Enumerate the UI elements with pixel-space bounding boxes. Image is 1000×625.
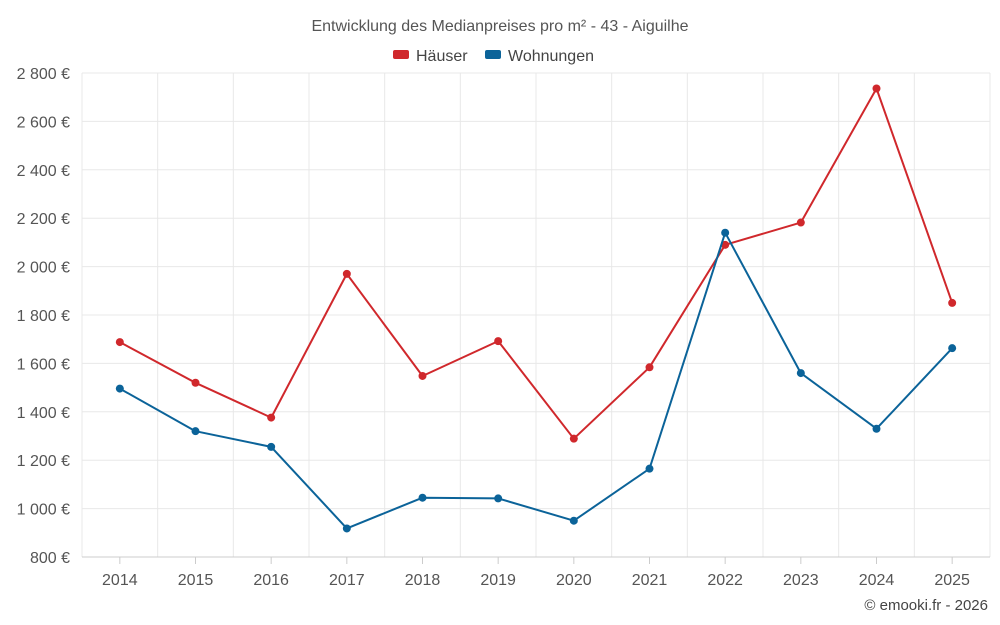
x-tick-label: 2020 bbox=[556, 572, 592, 589]
data-point-wohnungen bbox=[872, 424, 881, 433]
x-tick-label: 2024 bbox=[859, 572, 895, 589]
y-tick-label: 2 600 € bbox=[17, 114, 70, 131]
data-point-wohnungen bbox=[645, 464, 654, 473]
x-tick-label: 2021 bbox=[632, 572, 668, 589]
data-point-wohnungen bbox=[115, 384, 124, 393]
x-tick-label: 2016 bbox=[253, 572, 289, 589]
x-tick-label: 2015 bbox=[178, 572, 214, 589]
data-point-haeuser bbox=[418, 371, 427, 380]
x-tick-label: 2017 bbox=[329, 572, 365, 589]
legend-label-wohnungen: Wohnungen bbox=[508, 48, 594, 65]
data-point-haeuser bbox=[872, 84, 881, 93]
data-point-haeuser bbox=[721, 240, 730, 249]
y-tick-label: 2 000 € bbox=[17, 260, 70, 277]
data-point-haeuser bbox=[948, 298, 957, 307]
x-tick-label: 2025 bbox=[934, 572, 970, 589]
x-tick-label: 2022 bbox=[707, 572, 743, 589]
data-point-haeuser bbox=[494, 337, 503, 346]
data-point-wohnungen bbox=[796, 369, 805, 378]
data-point-haeuser bbox=[569, 434, 578, 443]
data-point-wohnungen bbox=[267, 442, 276, 451]
y-tick-label: 1 400 € bbox=[17, 405, 70, 422]
credit-text: © emooki.fr - 2026 bbox=[864, 597, 988, 614]
data-point-haeuser bbox=[191, 378, 200, 387]
data-point-wohnungen bbox=[948, 344, 957, 353]
x-tick-label: 2019 bbox=[480, 572, 516, 589]
legend-swatch-wohnungen bbox=[485, 50, 501, 59]
series-line-haeuser bbox=[119, 87, 954, 440]
x-axis: 2014 2015 2016 2017 2018 2019 2020 2021 2022 2023… bbox=[102, 557, 970, 589]
data-point-wohnungen bbox=[342, 524, 351, 533]
data-point-wohnungen bbox=[721, 228, 730, 237]
y-tick-label: 2 800 € bbox=[17, 66, 70, 83]
data-point-haeuser bbox=[115, 338, 124, 347]
series bbox=[115, 84, 957, 533]
y-tick-label: 1 800 € bbox=[17, 308, 70, 325]
legend-swatch-haeuser bbox=[393, 50, 409, 59]
y-tick-label: 2 400 € bbox=[17, 163, 70, 180]
data-point-haeuser bbox=[267, 413, 276, 422]
legend-label-haeuser: Häuser bbox=[416, 48, 468, 65]
legend: Häuser Wohnungen bbox=[393, 48, 594, 65]
data-point-haeuser bbox=[796, 218, 805, 227]
y-tick-label: 1 600 € bbox=[17, 356, 70, 373]
x-tick-label: 2018 bbox=[405, 572, 441, 589]
data-point-wohnungen bbox=[494, 494, 503, 503]
y-tick-label: 2 200 € bbox=[17, 211, 70, 228]
series-line-wohnungen bbox=[119, 231, 953, 530]
y-tick-label: 1 000 € bbox=[17, 502, 70, 519]
y-tick-label: 1 200 € bbox=[17, 453, 70, 470]
y-tick-label: 800 € bbox=[30, 550, 70, 567]
data-point-wohnungen bbox=[569, 516, 578, 525]
grid bbox=[81, 72, 991, 558]
chart-title: Entwicklung des Medianpreises pro m² - 4… bbox=[311, 18, 688, 35]
data-point-haeuser bbox=[645, 363, 654, 372]
x-tick-label: 2014 bbox=[102, 572, 138, 589]
y-axis: 800 € 1 000 € 1 200 € 1 400 € 1 600 € 1 800 €… bbox=[17, 66, 70, 567]
data-point-haeuser bbox=[342, 269, 351, 278]
data-point-wohnungen bbox=[418, 493, 427, 502]
data-point-wohnungen bbox=[191, 427, 200, 436]
x-tick-label: 2023 bbox=[783, 572, 819, 589]
